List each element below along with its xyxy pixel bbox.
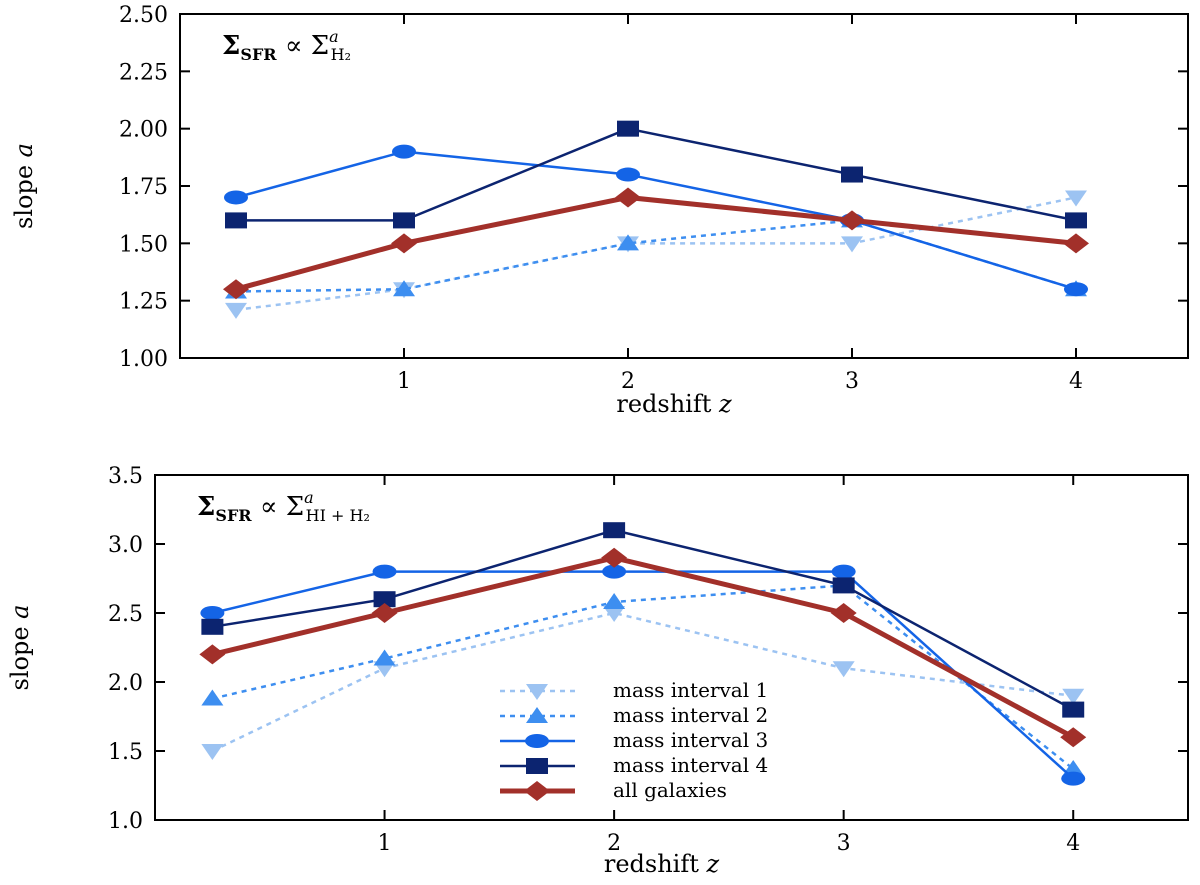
y-tick-label: 1.00 [119, 347, 168, 372]
chart-panel-1: 1 2 3 4 1.00 1.25 1.50 1.75 2.00 2.25 2.50 redshift… [10, 3, 1189, 418]
data-point [392, 144, 416, 159]
y-axis-label: slope a [10, 143, 38, 229]
series-4 [201, 522, 1085, 718]
data-point [1065, 212, 1087, 229]
y-axis-label: slope a [6, 605, 34, 691]
data-point [1064, 282, 1088, 297]
y-tick-label: 2.00 [119, 118, 168, 143]
y-tick-label: 1.75 [119, 175, 168, 200]
data-point [391, 233, 417, 254]
data-point [617, 234, 639, 251]
data-point [603, 606, 626, 622]
data-point [199, 644, 226, 665]
data-point [200, 606, 225, 620]
y-tick-label: 1.0 [108, 809, 143, 834]
series-4 [225, 120, 1087, 229]
x-tick-label: 4 [1069, 369, 1083, 394]
data-point [1062, 759, 1085, 776]
y-tick-label: 3.0 [108, 533, 143, 558]
legend-marker [526, 684, 548, 700]
data-point [831, 564, 856, 579]
data-point [841, 166, 863, 183]
data-point [616, 167, 640, 182]
series-3 [224, 144, 1088, 297]
legend-label: all galaxies [613, 778, 727, 802]
x-axis-label: redshift z [604, 850, 720, 878]
data-point [841, 236, 863, 253]
x-tick-label: 4 [1066, 831, 1080, 856]
data-point [1062, 701, 1085, 718]
legend-label: mass interval 3 [613, 728, 768, 752]
data-point [839, 210, 865, 231]
x-tick-label: 1 [397, 369, 411, 394]
data-point [601, 547, 628, 568]
x-tick-label: 2 [621, 369, 635, 394]
data-point [201, 744, 224, 760]
data-point [832, 661, 855, 678]
legend-marker [526, 707, 548, 723]
data-point [371, 603, 398, 623]
data-point [225, 302, 247, 319]
data-point [393, 280, 415, 297]
y-tick-label: 1.25 [119, 290, 168, 315]
data-point [225, 212, 247, 229]
x-axis-label: redshift z [616, 390, 732, 418]
data-point [830, 603, 857, 623]
chart-panel-2: 1 2 3 4 1.0 1.5 2.0 2.5 3.0 3.5 redshift z slope a Σ… [6, 464, 1189, 878]
series-line [211, 611, 1074, 753]
data-point [372, 564, 397, 579]
legend-label: mass interval 2 [613, 703, 768, 727]
data-point [224, 190, 248, 205]
series-5 [199, 547, 1087, 748]
data-point [373, 649, 396, 666]
formula-annotation: ΣSFR ∝ Σa H₂ [222, 27, 351, 64]
plot-frame [154, 474, 1189, 821]
data-point [1061, 771, 1086, 786]
data-point [1060, 727, 1087, 748]
data-point [1063, 233, 1089, 254]
data-point [393, 212, 415, 229]
data-point [832, 577, 855, 594]
series-line [235, 219, 1077, 293]
data-point [615, 187, 641, 208]
series-line [235, 194, 1077, 292]
x-tick-label: 3 [837, 831, 851, 856]
data-point [1062, 688, 1085, 705]
y-tick-label: 2.0 [108, 671, 143, 696]
data-point [223, 279, 249, 300]
y-tick-label: 3.5 [108, 464, 143, 489]
legend-marker [526, 758, 548, 774]
data-point [201, 689, 224, 706]
x-tick-label: 3 [845, 369, 859, 394]
data-point [603, 592, 626, 609]
data-point [201, 618, 224, 635]
x-tick-label: 2 [607, 831, 621, 856]
data-point [617, 120, 639, 137]
data-point [602, 564, 627, 579]
data-point [373, 591, 396, 608]
data-point [1065, 190, 1087, 207]
y-tick-label: 1.5 [108, 740, 143, 765]
formula-annotation: ΣSFR ∝ Σa HI + H₂ [197, 488, 370, 525]
series-3 [200, 564, 1086, 786]
legend-label: mass interval 4 [613, 753, 768, 777]
y-tick-label: 2.25 [119, 60, 168, 85]
series-5 [223, 187, 1089, 300]
series-line [236, 127, 1077, 222]
series-line [235, 196, 1077, 312]
y-tick-label: 2.50 [119, 3, 168, 28]
legend-marker [525, 734, 549, 748]
y-tick-label: 2.5 [108, 602, 143, 627]
data-point [603, 522, 626, 539]
y-tick-label: 1.50 [119, 232, 168, 257]
legend-marker [524, 781, 550, 801]
x-tick-label: 1 [378, 831, 392, 856]
legend-label: mass interval 1 [613, 678, 768, 702]
